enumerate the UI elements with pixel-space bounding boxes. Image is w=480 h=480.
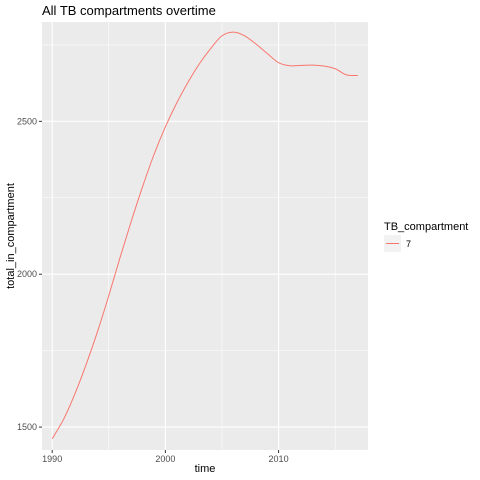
x-axis-title: time <box>195 463 216 475</box>
x-tick-label: 2000 <box>155 454 175 464</box>
x-tick-label: 2010 <box>269 454 289 464</box>
grid <box>42 22 368 450</box>
y-tick-label: 2000 <box>17 269 37 279</box>
y-axis-title: total_in_compartment <box>5 183 17 289</box>
legend-label: 7 <box>406 239 411 249</box>
y-tick-label: 1500 <box>17 422 37 432</box>
legend: TB_compartment 7 <box>384 221 468 252</box>
legend-title: TB_compartment <box>384 221 468 233</box>
axis-ticks: 1990 2000 2010 1500 2000 2500 <box>17 116 289 464</box>
y-tick-label: 2500 <box>17 116 37 126</box>
series-layer <box>51 31 358 439</box>
x-tick-label: 1990 <box>42 454 62 464</box>
chart-title: All TB compartments overtime <box>42 3 216 18</box>
plot-panel <box>42 22 368 450</box>
series-line <box>51 31 358 439</box>
